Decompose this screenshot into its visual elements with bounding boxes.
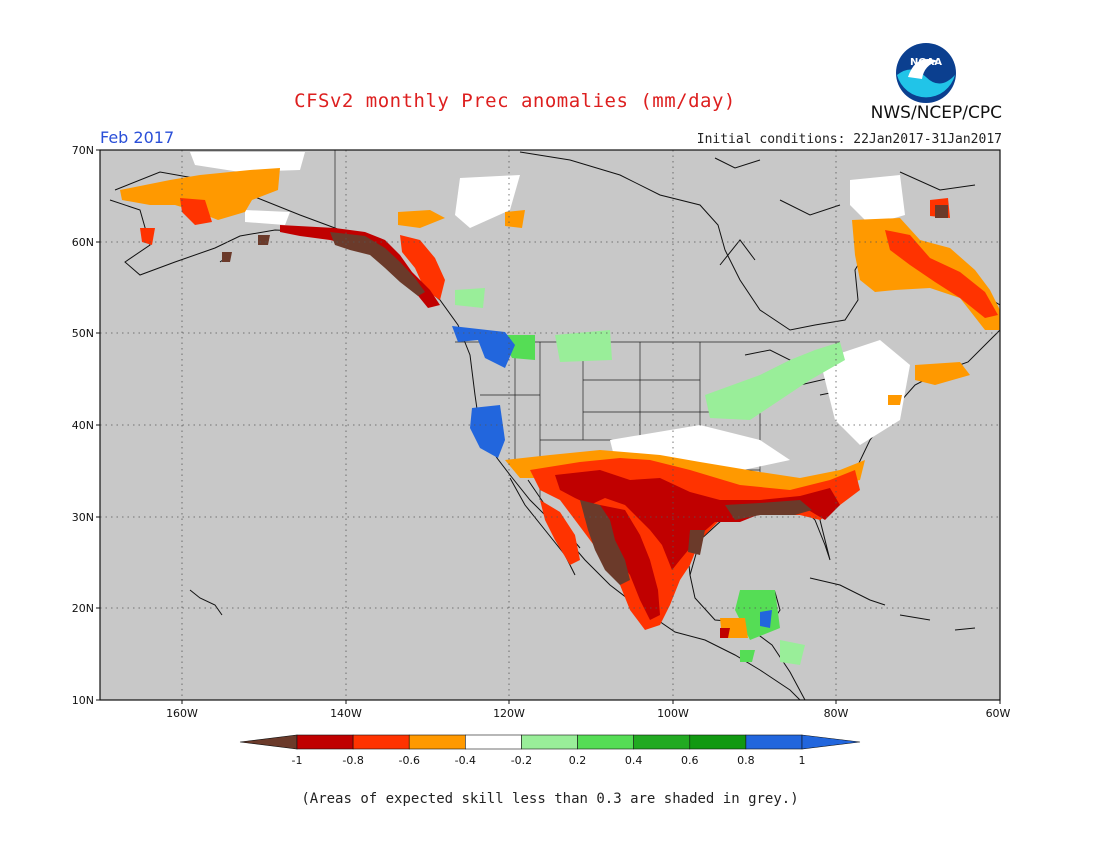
colorbar: -1 -0.8 -0.6 -0.4 -0.2 0.2 0.4 0.6 0.8 1 <box>239 734 861 767</box>
colorbar-arrow-low <box>239 734 298 750</box>
anomaly-patches <box>120 152 1000 665</box>
colorbar-tick-label: -0.8 <box>342 754 363 767</box>
svg-text:NOAA: NOAA <box>910 57 942 68</box>
lat-label: 30N <box>72 511 94 524</box>
colorbar-tick-label: -0.2 <box>511 754 532 767</box>
colorbar-tick-label: -0.4 <box>455 754 476 767</box>
lat-label: 60N <box>72 236 94 249</box>
colorbar-swatches <box>239 734 861 750</box>
lon-label: 140W <box>330 707 362 720</box>
colorbar-swatch <box>521 734 578 750</box>
lon-label: 80W <box>824 707 849 720</box>
lat-label: 10N <box>72 694 94 707</box>
colorbar-swatch <box>408 734 466 750</box>
lat-label: 20N <box>72 602 94 615</box>
lon-label: 120W <box>493 707 525 720</box>
initial-conditions: Initial conditions: 22Jan2017-31Jan2017 <box>696 132 1002 147</box>
lon-label: 100W <box>657 707 689 720</box>
skill-footnote: (Areas of expected skill less than 0.3 a… <box>301 791 799 807</box>
arctic-islands <box>714 157 976 266</box>
colorbar-tick-label: 0.4 <box>625 754 643 767</box>
precip-anomaly-map: 70N 60N 50N 40N 30N 20N 10N 160W 140W 12… <box>72 144 1011 720</box>
colorbar-swatch <box>745 734 803 750</box>
colorbar-swatch <box>352 734 410 750</box>
colorbar-tick-label: 1 <box>799 754 806 767</box>
map-title: CFSv2 monthly Prec anomalies (mm/day) <box>294 90 736 112</box>
colorbar-swatch <box>296 734 354 750</box>
lat-label: 70N <box>72 144 94 157</box>
agency-label: NWS/NCEP/CPC <box>870 103 1002 123</box>
colorbar-arrow-high <box>801 734 861 750</box>
colorbar-swatch <box>465 734 522 750</box>
land-and-anomalies <box>100 150 1000 700</box>
lat-label: 50N <box>72 327 94 340</box>
colorbar-swatch <box>689 734 747 750</box>
lon-label: 60W <box>986 707 1011 720</box>
colorbar-swatch <box>633 734 691 750</box>
lon-label: 160W <box>166 707 198 720</box>
noaa-logo: NOAA <box>896 43 956 103</box>
graticule <box>100 150 1000 700</box>
cuba-islands <box>189 577 976 631</box>
forecast-month: Feb 2017 <box>100 128 175 147</box>
colorbar-tick-label: 0.6 <box>681 754 699 767</box>
colorbar-labels: -1 -0.8 -0.6 -0.4 -0.2 0.2 0.4 0.6 0.8 1 <box>292 754 806 767</box>
colorbar-tick-label: 0.2 <box>569 754 587 767</box>
colorbar-tick-label: -1 <box>292 754 303 767</box>
colorbar-swatch <box>577 734 634 750</box>
colorbar-tick-label: -0.6 <box>398 754 419 767</box>
colorbar-tick-label: 0.8 <box>737 754 755 767</box>
lat-label: 40N <box>72 419 94 432</box>
axis-ticks <box>96 149 1001 704</box>
